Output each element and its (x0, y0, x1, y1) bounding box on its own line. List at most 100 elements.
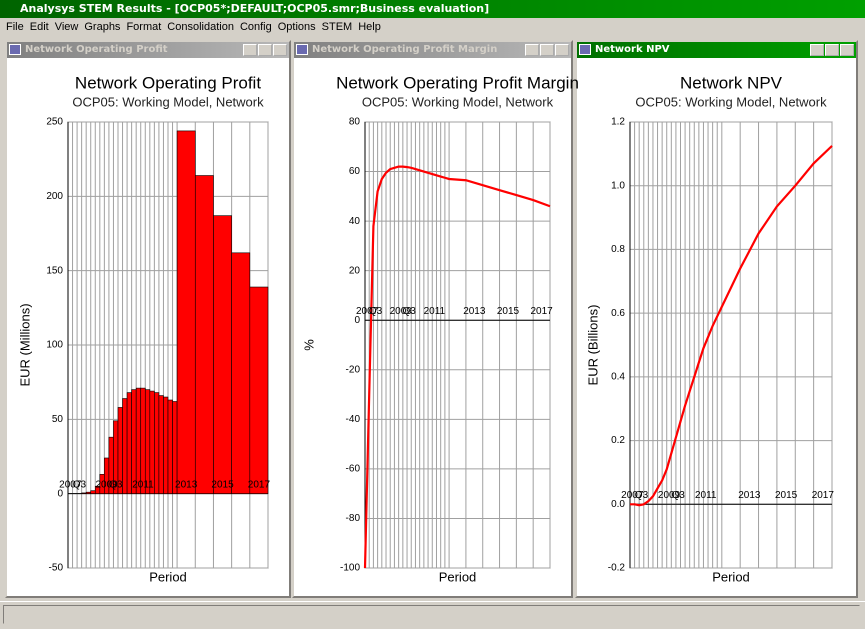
bar (231, 252, 251, 494)
y-tick-label: 200 (46, 191, 63, 202)
bar (154, 392, 160, 494)
x-tick-label: Q3 (73, 479, 87, 490)
menu-bar: File Edit View Graphs Format Consolidation Con… (0, 19, 865, 35)
y-tick-label: 0.8 (611, 244, 625, 255)
y-tick-label: -50 (49, 563, 64, 574)
menu-item[interactable]: Consolidation (167, 21, 234, 33)
menu-item[interactable]: Help (358, 21, 381, 33)
x-tick-label: 2011 (132, 479, 154, 490)
x-tick-label: 2011 (695, 490, 717, 501)
y-tick-label: 100 (46, 340, 63, 351)
y-tick-label: 80 (349, 117, 361, 128)
close-button[interactable] (840, 44, 854, 56)
maximize-button[interactable] (258, 44, 272, 56)
y-tick-label: 0.2 (611, 435, 625, 446)
bar (140, 387, 146, 494)
y-tick-label: 60 (349, 166, 361, 177)
child-title: Network Operating Profit (25, 44, 168, 55)
bar (163, 396, 169, 494)
child-title-bar[interactable]: Network Operating Profit (7, 42, 289, 58)
chart-title: Network Operating Profit Margin (336, 73, 579, 92)
menu-item[interactable]: STEM (321, 21, 353, 33)
x-tick-label: Q3 (369, 306, 383, 317)
x-tick-label: 2017 (812, 490, 835, 501)
y-tick-label: -100 (340, 563, 360, 574)
menu-item[interactable]: Options (277, 21, 316, 33)
plot-area (364, 121, 551, 569)
plot-area (629, 121, 833, 569)
minimize-button[interactable] (525, 44, 539, 56)
close-button[interactable] (555, 44, 569, 56)
x-tick-label: 2015 (497, 306, 520, 317)
y-tick-label: 0 (354, 315, 360, 326)
minimize-button[interactable] (810, 44, 824, 56)
y-axis-label: EUR (Millions) (17, 303, 32, 386)
bar (131, 389, 137, 494)
bar (81, 492, 87, 494)
y-tick-label: -0.2 (608, 563, 626, 574)
child-title-bar[interactable]: Network Operating Profit Margin (294, 42, 571, 58)
x-tick-label: 2009 (390, 306, 413, 317)
bar (135, 387, 142, 494)
window-icon (579, 44, 591, 55)
y-tick-label: 0.0 (611, 499, 625, 510)
x-tick-label: Q3 (109, 479, 123, 490)
menu-item[interactable]: Edit (29, 21, 49, 33)
bar (144, 389, 151, 494)
x-tick-label: 2017 (530, 306, 553, 317)
x-tick-label: Q3 (672, 490, 686, 501)
minimize-button[interactable] (243, 44, 257, 56)
x-tick-label: Q3 (635, 490, 649, 501)
bar (122, 398, 128, 494)
x-tick-label: 2009 (658, 490, 681, 501)
maximize-button[interactable] (540, 44, 554, 56)
window-icon (296, 44, 308, 55)
line (630, 145, 833, 507)
x-tick-label: 2013 (175, 479, 198, 490)
bar (90, 490, 96, 494)
menu-item[interactable]: Format (126, 21, 162, 33)
window-icon (9, 44, 21, 55)
bar (126, 392, 132, 494)
close-button[interactable] (273, 44, 287, 56)
y-axis-label: EUR (Billions) (585, 305, 600, 386)
menu-item[interactable]: Graphs (84, 21, 121, 33)
x-tick-label: Q3 (402, 306, 416, 317)
bar (85, 491, 92, 494)
child-title: Network Operating Profit Margin (312, 44, 498, 55)
chart-title: Network NPV (680, 73, 783, 92)
bar (167, 399, 173, 494)
x-tick-label: 2011 (424, 306, 446, 317)
x-tick-label: 2007 (59, 479, 82, 490)
x-tick-label: 2007 (356, 306, 379, 317)
maximize-button[interactable] (825, 44, 839, 56)
status-bar (0, 601, 865, 629)
chart-subtitle: OCP05: Working Model, Network (362, 94, 554, 109)
menu-item[interactable]: File (6, 21, 24, 33)
x-axis-label: Period (439, 569, 477, 584)
bar (249, 286, 269, 494)
y-tick-label: -80 (346, 513, 361, 524)
x-tick-label: 2007 (621, 490, 644, 501)
window-buttons (242, 44, 287, 56)
x-axis-label: Period (149, 569, 187, 584)
x-tick-label: 2015 (775, 490, 798, 501)
y-tick-label: 0.6 (611, 308, 625, 319)
y-tick-label: 1.2 (611, 117, 625, 128)
chart-subtitle: OCP05: Working Model, Network (635, 94, 827, 109)
child-title-bar[interactable]: Network NPV (577, 42, 856, 58)
y-tick-label: 1.0 (611, 180, 625, 191)
child-title: Network NPV (595, 44, 670, 55)
y-tick-label: 20 (349, 265, 361, 276)
x-tick-label: 2017 (248, 479, 271, 490)
y-tick-label: 50 (52, 414, 64, 425)
y-tick-label: 150 (46, 265, 63, 276)
y-tick-label: -40 (346, 414, 361, 425)
menu-item[interactable]: Config (239, 21, 272, 33)
menu-item[interactable]: View (54, 21, 79, 33)
x-axis-label: Period (712, 569, 750, 584)
bar (149, 390, 155, 494)
bar (194, 175, 214, 494)
